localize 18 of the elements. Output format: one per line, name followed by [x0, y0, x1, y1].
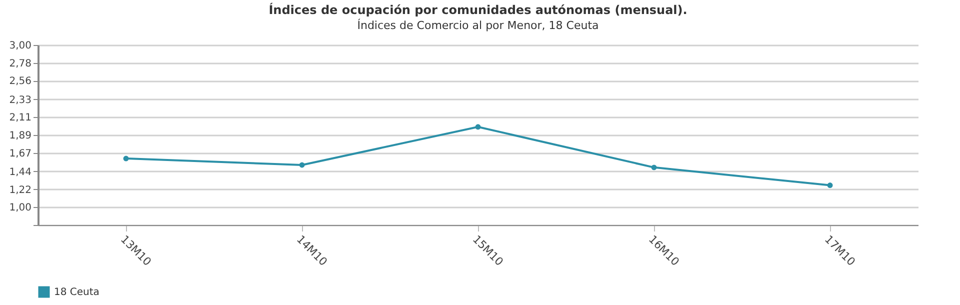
point: [475, 124, 481, 130]
chart-subtitle: Índices de Comercio al por Menor, 18 Ceuta: [357, 18, 599, 32]
point: [827, 182, 833, 188]
y-tick-label: 2,33: [9, 94, 32, 106]
point: [299, 162, 305, 168]
y-tick-label: 1,44: [9, 166, 32, 178]
y-tick-label: 2,78: [9, 58, 32, 70]
y-tick-label: 3,00: [9, 40, 32, 52]
y-tick-label: 2,11: [9, 112, 32, 124]
y-tick-label: 1,00: [9, 202, 32, 214]
point: [123, 156, 129, 162]
point: [651, 164, 657, 170]
chart-title: Índices de ocupación por comunidades autónomas (mensual).: [268, 2, 688, 17]
y-tick-label: 2,56: [9, 76, 32, 88]
legend-label: 18 Ceuta: [54, 287, 100, 298]
y-tick-label: 1,89: [9, 130, 32, 142]
y-tick-label: 1,22: [9, 184, 32, 196]
y-tick-label: 1,67: [9, 148, 32, 160]
